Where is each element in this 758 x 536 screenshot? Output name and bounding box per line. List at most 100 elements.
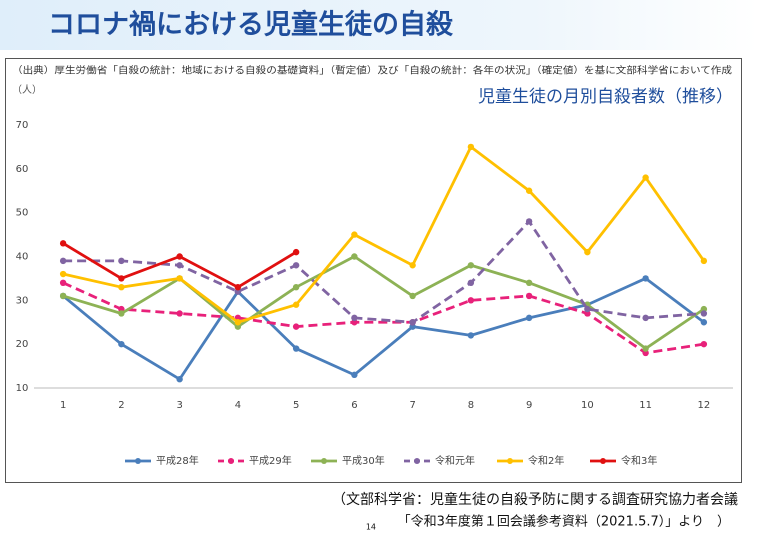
data-point: [176, 253, 183, 260]
y-tick-label: 20: [16, 339, 29, 350]
y-tick-label: 40: [16, 252, 29, 263]
data-point: [118, 305, 125, 313]
data-point: [700, 257, 708, 265]
data-point: [351, 253, 358, 260]
data-point: [525, 314, 533, 322]
footer-line: （文部科学省：児童生徒の自殺予防に関する調査研究協力者会議: [332, 491, 738, 508]
data-point: [584, 248, 591, 256]
data-point: [525, 292, 533, 300]
data-point: [525, 218, 533, 225]
y-tick-label: 50: [16, 208, 29, 219]
data-point: [700, 310, 708, 317]
data-point: [118, 310, 125, 317]
series-line: [62, 255, 705, 350]
data-point: [467, 262, 475, 269]
data-point: [467, 297, 475, 304]
data-point: [59, 292, 67, 300]
x-tick-label: 4: [235, 400, 241, 411]
data-point: [642, 345, 649, 352]
legend-marker: [228, 458, 234, 464]
legend-marker: [135, 458, 141, 464]
legend-label: 平成29年: [249, 454, 292, 467]
legend-marker: [507, 458, 513, 464]
legend-marker: [321, 458, 327, 464]
data-point: [700, 305, 708, 313]
data-point: [118, 283, 125, 291]
x-tick-label: 3: [176, 400, 182, 411]
data-point: [642, 174, 649, 181]
data-point: [59, 240, 67, 247]
legend-marker: [600, 458, 606, 464]
legend-label: 平成30年: [342, 454, 385, 467]
x-tick-label: 6: [351, 400, 357, 411]
legend-marker: [414, 458, 420, 464]
legend-label: 令和元年: [435, 454, 475, 467]
data-point: [467, 332, 475, 339]
header-band: [0, 0, 758, 50]
data-point: [234, 319, 242, 326]
data-point: [642, 314, 649, 322]
data-point: [409, 292, 416, 300]
data-point: [292, 283, 300, 291]
x-tick-label: 5: [293, 400, 299, 411]
data-point: [467, 279, 475, 286]
x-tick-label: 7: [409, 400, 415, 411]
data-point: [700, 319, 708, 326]
x-tick-label: 10: [581, 400, 594, 411]
data-point: [642, 275, 649, 282]
chart-title: 児童生徒の月別自殺者数（推移）: [478, 87, 733, 107]
data-point: [234, 288, 242, 295]
x-tick-label: 9: [526, 400, 532, 411]
y-tick-label: 60: [16, 164, 29, 175]
y-tick-label: 10: [16, 383, 29, 394]
x-tick-label: 12: [698, 400, 711, 411]
x-tick-label: 11: [639, 400, 652, 411]
data-point: [700, 340, 708, 348]
slide-title: コロナ禍における児童生徒の自殺: [48, 9, 454, 41]
data-point: [292, 323, 300, 330]
data-point: [467, 143, 475, 151]
legend-label: 令和3年: [621, 454, 657, 467]
data-point: [234, 283, 242, 291]
data-point: [642, 349, 649, 357]
legend-label: 平成28年: [156, 454, 199, 467]
data-point: [292, 301, 300, 308]
data-point: [292, 345, 300, 352]
data-point: [351, 231, 358, 238]
data-point: [176, 310, 183, 317]
x-tick-label: 8: [468, 400, 474, 411]
data-point: [351, 319, 358, 326]
data-point: [409, 323, 416, 330]
data-point: [234, 323, 242, 330]
page-number: 14: [366, 523, 376, 532]
legend-label: 令和2年: [528, 454, 564, 467]
series-line: [63, 220, 704, 324]
data-point: [59, 279, 67, 286]
data-point: [176, 275, 183, 282]
data-point: [409, 262, 416, 269]
series-line: [62, 277, 705, 381]
x-tick-label: 2: [118, 400, 124, 411]
data-point: [59, 270, 67, 278]
data-point: [118, 275, 125, 282]
y-tick-label: 70: [16, 120, 29, 131]
source-note: （出典）厚生労働省「自殺の統計：地域における自殺の基礎資料」（暫定値）及び「自殺…: [12, 65, 733, 77]
data-point: [118, 257, 125, 265]
y-tick-label: 30: [16, 295, 29, 306]
data-point: [59, 257, 67, 265]
series-line: [62, 281, 705, 355]
x-tick-label: 1: [60, 400, 66, 411]
series-line: [62, 145, 706, 324]
data-point: [351, 314, 358, 322]
y-axis-label: （人）: [12, 84, 42, 96]
footer-line: 「令和3年度第１回会議参考資料（2021.5.7）」より ）: [398, 514, 730, 530]
data-point: [292, 262, 300, 269]
data-point: [292, 248, 300, 256]
data-point: [118, 340, 125, 348]
data-point: [176, 262, 183, 269]
data-point: [525, 279, 533, 286]
data-point: [351, 371, 358, 379]
data-point: [525, 187, 533, 194]
data-point: [584, 310, 591, 317]
